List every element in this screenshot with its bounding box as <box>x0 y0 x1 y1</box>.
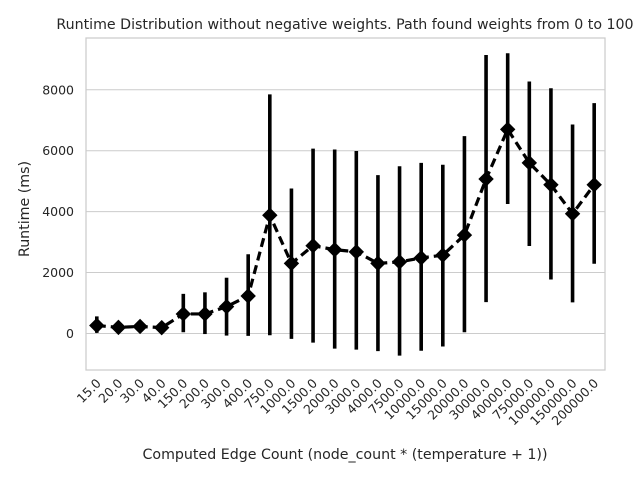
data-point <box>175 306 192 322</box>
series-line <box>96 127 596 330</box>
data-point <box>132 318 148 335</box>
data-point <box>478 171 494 187</box>
data-point <box>348 244 365 260</box>
data-point <box>543 177 559 193</box>
data-point <box>110 319 127 336</box>
data-point <box>370 255 386 272</box>
data-point <box>435 247 451 263</box>
data-point <box>564 206 581 222</box>
x-axis-label: Computed Edge Count (node_count * (tempe… <box>143 447 548 463</box>
data-point <box>197 306 213 322</box>
data-point <box>521 155 538 171</box>
data-point <box>218 298 235 315</box>
chart-title: Runtime Distribution without negative we… <box>56 17 633 33</box>
plot-frame <box>85 37 606 371</box>
data-point <box>305 238 321 254</box>
y-axis-label: Runtime (ms) <box>17 161 33 257</box>
data-point <box>586 177 602 193</box>
data-point <box>240 288 256 304</box>
y-tick-label: 6000 <box>42 143 74 158</box>
data-point <box>283 255 300 272</box>
data-point <box>413 250 429 266</box>
data-point <box>499 121 516 138</box>
data-point <box>326 241 343 258</box>
plot-area: 0200040006000800015.020.030.040.0150.020… <box>42 37 606 428</box>
data-point <box>456 227 473 243</box>
data-point <box>391 254 408 270</box>
y-tick-label: 0 <box>66 326 74 341</box>
data-point <box>153 319 170 336</box>
data-point <box>262 207 278 223</box>
y-tick-label: 2000 <box>42 265 74 280</box>
y-tick-label: 4000 <box>42 204 74 219</box>
y-tick-label: 8000 <box>42 82 74 97</box>
data-point <box>89 317 105 334</box>
